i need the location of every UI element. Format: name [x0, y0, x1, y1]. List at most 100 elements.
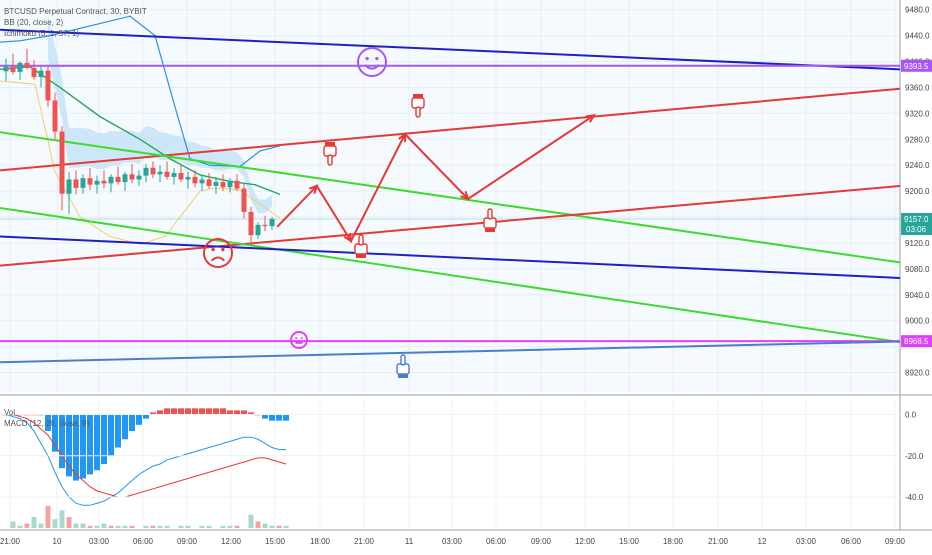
- volume-bar: [220, 525, 226, 528]
- macd-histogram-bar: [101, 414, 107, 465]
- candle-body: [38, 70, 44, 78]
- drawn-trend-lines: [0, 28, 901, 364]
- macd-histogram-bar: [59, 414, 65, 469]
- face-mouth: [364, 64, 380, 70]
- volume-bar: [101, 523, 107, 528]
- time-tick-label: 09:00: [177, 537, 198, 546]
- candle-body: [269, 219, 275, 227]
- macd-histogram-bar: [73, 414, 79, 481]
- volume-bar: [206, 525, 212, 528]
- price-tick-label: 9440.0: [905, 32, 930, 41]
- volume-bar: [108, 525, 114, 528]
- candle-body: [185, 176, 191, 180]
- volume-bar: [199, 525, 205, 528]
- macd-histogram-bar: [185, 408, 191, 415]
- volume-bar: [122, 525, 128, 528]
- volume-bar: [143, 525, 149, 528]
- volume-bar: [227, 525, 233, 528]
- hand-finger: [327, 154, 333, 166]
- hand-cuff: [356, 254, 366, 258]
- macd-histogram-bar: [276, 414, 282, 421]
- macd-histogram-bar: [94, 414, 100, 471]
- macd-tick-label: -40.0: [905, 493, 924, 502]
- macd-histogram-bar: [171, 408, 177, 415]
- volume-bar: [73, 523, 79, 528]
- candle-body: [192, 176, 198, 184]
- macd-histogram-bar: [45, 414, 51, 432]
- time-tick-label: 03:00: [89, 537, 110, 546]
- bb-middle-band: [0, 66, 281, 196]
- macd-histogram-bar: [178, 408, 184, 415]
- candle-body: [213, 182, 219, 186]
- trend-line-green-upper: [0, 131, 901, 264]
- macd-histogram-bar: [192, 408, 198, 415]
- price-tick-label: 9120.0: [905, 239, 930, 248]
- price-tick-label: 9280.0: [905, 135, 930, 144]
- macd-histogram-bar: [157, 410, 163, 415]
- time-tick-label: 03:00: [442, 537, 463, 546]
- time-tick-label: 21:00: [0, 537, 21, 546]
- macd-histogram-bar: [122, 414, 128, 440]
- volume-bar: [17, 525, 23, 528]
- sad-face-icon: [203, 238, 233, 268]
- volume-bar: [248, 514, 254, 528]
- candle-body: [66, 179, 72, 194]
- candle-body: [10, 66, 16, 72]
- price-badge: 8968.5: [901, 335, 932, 348]
- price-badge-bg: [901, 335, 932, 348]
- price-axis: 9480.09440.09400.09360.09320.09280.09240…: [905, 6, 930, 378]
- candle-body: [45, 70, 51, 101]
- neutral-face-icon: [290, 331, 308, 349]
- volume-bar: [276, 525, 282, 528]
- hand-cuff: [398, 374, 408, 378]
- macd-histogram-bar: [199, 408, 205, 415]
- candle-body: [73, 179, 79, 188]
- face-outline: [203, 238, 233, 268]
- macd-histogram-bar: [213, 408, 219, 415]
- candle-body: [101, 180, 107, 184]
- macd-label: MACD (12, 26, close, 9): [4, 419, 90, 428]
- hand-cuff: [485, 228, 495, 232]
- projection-arrowhead: [398, 132, 407, 143]
- macd-histogram-bar: [227, 410, 233, 415]
- price-tick-label: 9320.0: [905, 109, 930, 118]
- price-badge-bg: [901, 59, 932, 72]
- projection-arrowhead: [343, 232, 353, 243]
- candle-body: [150, 167, 156, 175]
- ichimoku-indicator-label: Ichimoku (5, 1, 57, 1): [4, 29, 80, 38]
- price-badge-label: 9157.0: [904, 215, 929, 224]
- macd-histogram-bar: [248, 412, 254, 415]
- candle-body: [227, 180, 233, 188]
- trend-line-blue-top: [0, 28, 901, 71]
- time-tick-label: 11: [405, 537, 414, 546]
- signal-line: [6, 414, 287, 498]
- face-eye: [300, 337, 303, 339]
- macd-histogram-bar: [241, 410, 247, 415]
- volume-bar: [157, 525, 163, 528]
- macd-histogram-bar: [52, 414, 58, 452]
- macd-histogram-bar: [234, 410, 240, 415]
- time-tick-label: 12: [758, 537, 767, 546]
- price-badge-bg: [901, 213, 932, 236]
- volume-bar: [262, 523, 268, 528]
- volume-bar: [24, 523, 30, 528]
- face-eye: [375, 56, 379, 61]
- macd-tick-label: -20.0: [905, 452, 924, 461]
- macd-histogram-bar: [164, 408, 170, 415]
- candle-body: [262, 224, 268, 227]
- happy-face-icon: [357, 47, 387, 77]
- face-mouth: [210, 256, 226, 262]
- candle-body: [87, 178, 93, 185]
- time-tick-label: 03:00: [796, 537, 817, 546]
- pointing-hand-icon: [323, 142, 337, 166]
- time-tick-label: 18:00: [310, 537, 331, 546]
- bb-indicator-label: BB (20, close, 2): [4, 18, 64, 27]
- time-tick-label: 12:00: [221, 537, 242, 546]
- hand-cuff: [413, 94, 423, 98]
- candle-body: [52, 100, 58, 132]
- time-axis: 21:00 10 03:00 06:00 09:00 12:00 15:00 18:00 21:…: [0, 537, 906, 546]
- volume-bar: [164, 525, 170, 528]
- candle-body: [178, 172, 184, 180]
- face-eye: [221, 247, 225, 252]
